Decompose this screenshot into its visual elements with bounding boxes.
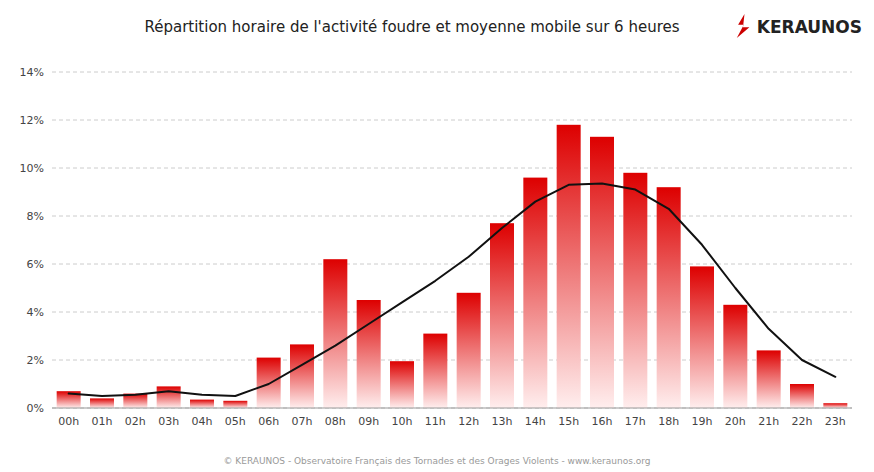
bar bbox=[390, 361, 414, 408]
bar bbox=[290, 344, 314, 408]
grid bbox=[52, 72, 852, 408]
chart: 0% 2% 4% 6% 8% 10% 12% 14% 00h 01h 02h 03h 04h 05h 06h… bbox=[0, 0, 874, 472]
x-tick-label: 06h bbox=[258, 415, 279, 428]
grid-line bbox=[52, 264, 852, 265]
x-tick-label: 07h bbox=[292, 415, 313, 428]
logo-bolt bbox=[737, 14, 750, 38]
x-tick-label: 15h bbox=[558, 415, 579, 428]
x-tick-label: 04h bbox=[192, 415, 213, 428]
bar bbox=[257, 358, 281, 408]
x-axis-line bbox=[52, 408, 852, 409]
x-tick-label: 13h bbox=[492, 415, 513, 428]
y-tick-label: 0% bbox=[27, 402, 44, 415]
title: Répartition horaire de l'activité foudre… bbox=[144, 18, 679, 36]
x-tick-label: 11h bbox=[425, 415, 446, 428]
x-tick-label: 19h bbox=[692, 415, 713, 428]
x-tick-label: 14h bbox=[525, 415, 546, 428]
grid-line bbox=[52, 72, 852, 73]
x-tick-label: 12h bbox=[458, 415, 479, 428]
y-tick-label: 6% bbox=[27, 258, 44, 271]
bar bbox=[723, 305, 747, 408]
x-tick-label: 03h bbox=[158, 415, 179, 428]
x-tick-label: 18h bbox=[658, 415, 679, 428]
x-tick-label: 08h bbox=[325, 415, 346, 428]
y-tick-label: 4% bbox=[27, 306, 44, 319]
background bbox=[0, 0, 874, 472]
bar bbox=[323, 259, 347, 408]
bar bbox=[657, 187, 681, 408]
x-tick-label: 10h bbox=[392, 415, 413, 428]
x-tick-label: 01h bbox=[92, 415, 113, 428]
x-tick-label: 21h bbox=[758, 415, 779, 428]
bar bbox=[90, 398, 114, 408]
x-tick-label: 23h bbox=[825, 415, 846, 428]
bar bbox=[223, 401, 247, 408]
x-tick-label: 09h bbox=[358, 415, 379, 428]
bar bbox=[690, 266, 714, 408]
plot-area bbox=[57, 125, 848, 408]
x-tick-label: 02h bbox=[125, 415, 146, 428]
bar bbox=[457, 293, 481, 408]
y-tick-label: 10% bbox=[20, 162, 44, 175]
y-tick-label: 12% bbox=[20, 114, 44, 127]
x-tick-label: 05h bbox=[225, 415, 246, 428]
bar bbox=[623, 173, 647, 408]
grid-line bbox=[52, 120, 852, 121]
y-tick-label: 2% bbox=[27, 354, 44, 367]
x-tick-label: 16h bbox=[592, 415, 613, 428]
bar bbox=[790, 384, 814, 408]
y-tick-label: 8% bbox=[27, 210, 44, 223]
grid-line bbox=[52, 216, 852, 217]
bar bbox=[823, 403, 847, 408]
bar bbox=[490, 223, 514, 408]
bar bbox=[757, 350, 781, 408]
bar bbox=[357, 300, 381, 408]
footer: © KERAUNOS - Observatoire Français des T… bbox=[223, 456, 650, 466]
bar bbox=[523, 178, 547, 408]
bar bbox=[423, 334, 447, 408]
grid-line bbox=[52, 408, 852, 409]
x-tick-label: 20h bbox=[725, 415, 746, 428]
bar bbox=[157, 386, 181, 408]
bar bbox=[590, 137, 614, 408]
x-tick-label: 00h bbox=[58, 415, 79, 428]
x-tick-label: 17h bbox=[625, 415, 646, 428]
bar bbox=[190, 400, 214, 408]
bar bbox=[557, 125, 581, 408]
grid-line bbox=[52, 168, 852, 169]
logo-text: KERAUNOS bbox=[757, 17, 862, 37]
y-tick-label: 14% bbox=[20, 66, 44, 79]
line bbox=[69, 184, 836, 396]
x-tick-label: 22h bbox=[792, 415, 813, 428]
